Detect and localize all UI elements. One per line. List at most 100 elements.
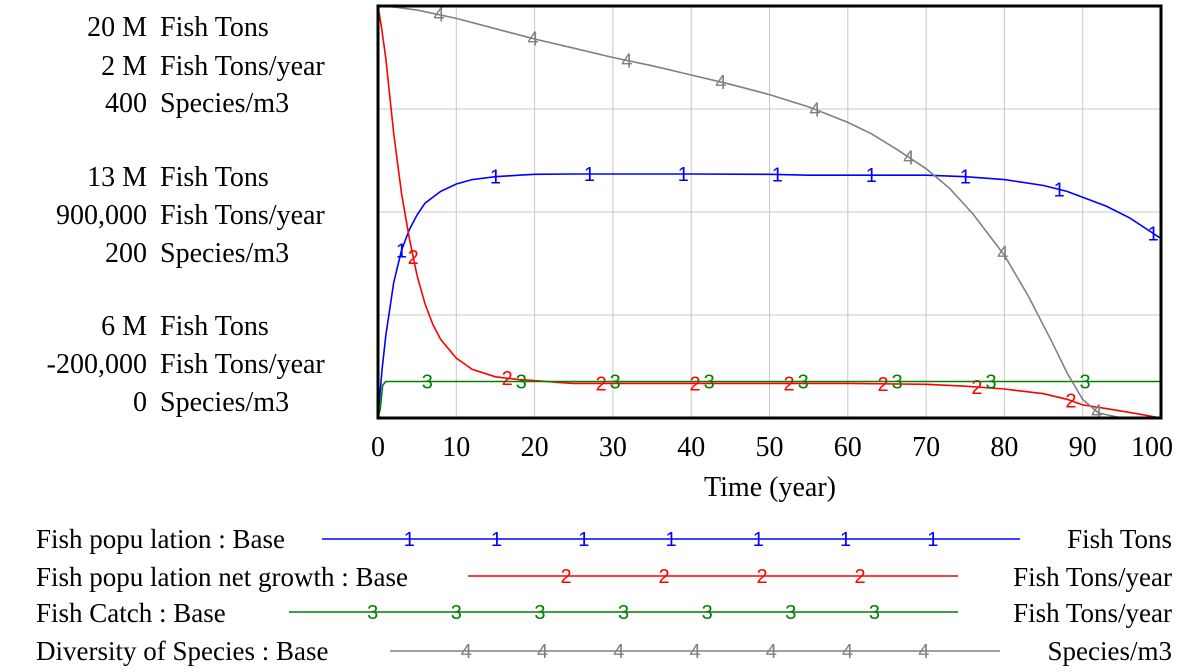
legend-marker: 1: [578, 529, 589, 551]
x-tick-label: 70: [912, 432, 940, 463]
legend-marker: 3: [534, 602, 545, 624]
legend-marker: 4: [537, 641, 548, 663]
x-axis-title: Time (year): [704, 472, 836, 503]
series-marker: 2: [502, 368, 513, 390]
series-marker: 1: [584, 164, 595, 186]
y-tick-label: 20 M: [87, 12, 147, 43]
legend: Fish popu lation : Base Fish Tons Fish p…: [36, 524, 1172, 666]
y-tick-label: 200: [105, 238, 147, 269]
y-tick-label: -200,000: [47, 349, 147, 380]
x-tick-label: 0: [371, 432, 385, 463]
legend-marker: 1: [491, 529, 502, 551]
y-unit-label: Fish Tons: [160, 12, 269, 43]
series-line: [377, 5, 1161, 419]
y-unit-label: Fish Tons: [160, 311, 269, 342]
legend-swatches: 1 1 1 1 1 1 12 2 2 23 3 3 3 3 3 34 4 4 4 4 4 4: [289, 529, 1020, 663]
y-scale-top: 20 M Fish Tons 2 M Fish Tons/year 400 Sp…: [87, 12, 325, 119]
legend-marker: 1: [665, 529, 676, 551]
series-marker: 3: [798, 371, 809, 393]
x-tick-label: 80: [990, 432, 1018, 463]
series-marker: 1: [1054, 179, 1065, 201]
series-marker: 2: [971, 377, 982, 399]
series-marker: 4: [903, 147, 914, 169]
series-marker: 1: [772, 165, 783, 187]
y-tick-label: 2 M: [101, 51, 147, 82]
x-tick-label: 90: [1069, 432, 1097, 463]
x-axis-ticks: 0 10 20 30 40 50 60 70 80 90 100: [371, 432, 1173, 463]
series-line: [377, 380, 1161, 419]
series-marker: 1: [490, 167, 501, 189]
series-marker: 4: [527, 29, 538, 51]
legend-marker: 3: [869, 602, 880, 624]
x-tick-label: 60: [834, 432, 862, 463]
series-marker: 4: [809, 99, 820, 121]
series-line: [377, 5, 1162, 419]
legend-label: Fish Catch : Base: [36, 598, 226, 628]
y-unit-label: Fish Tons: [160, 162, 269, 193]
legend-unit: Fish Tons: [1067, 524, 1172, 554]
series-marker: 4: [621, 50, 632, 72]
series-marker: 2: [1065, 391, 1076, 413]
y-unit-label: Species/m3: [160, 88, 289, 119]
y-scale-bottom: 6 M Fish Tons -200,000 Fish Tons/year 0 …: [47, 311, 326, 418]
legend-marker: 3: [451, 602, 462, 624]
y-tick-label: 13 M: [87, 162, 147, 193]
series-marker: 2: [784, 373, 795, 395]
series-marker: 3: [422, 371, 433, 393]
series-marker: 3: [610, 371, 621, 393]
legend-label: Fish popu lation : Base: [36, 524, 285, 554]
legend-marker: 3: [702, 602, 713, 624]
x-tick-label: 30: [599, 432, 627, 463]
legend-unit: Fish Tons/year: [1013, 598, 1172, 628]
legend-label: Fish popu lation net growth : Base: [36, 562, 408, 592]
x-tick-label: 50: [756, 432, 784, 463]
legend-marker: 1: [927, 529, 938, 551]
y-tick-label: 900,000: [56, 200, 147, 231]
y-unit-label: Fish Tons/year: [160, 349, 325, 380]
series-marker: 4: [715, 72, 726, 94]
series-marker: 3: [986, 371, 997, 393]
legend-marker: 2: [658, 566, 669, 588]
legend-marker: 2: [560, 566, 571, 588]
legend-label: Diversity of Species : Base: [36, 636, 328, 666]
series-marker: 1: [960, 167, 971, 189]
y-tick-label: 400: [105, 88, 147, 119]
x-tick-label: 10: [442, 432, 470, 463]
grid: [378, 6, 1161, 418]
y-unit-label: Species/m3: [160, 238, 289, 269]
series-marker: 1: [678, 164, 689, 186]
legend-marker: 3: [367, 602, 378, 624]
series-marker: 3: [892, 371, 903, 393]
legend-marker: 4: [842, 641, 853, 663]
legend-marker: 3: [618, 602, 629, 624]
series-line: [377, 173, 1162, 419]
series-marker: 4: [1091, 402, 1102, 424]
series-marker: 1: [1148, 223, 1159, 245]
legend-marker: 4: [461, 641, 472, 663]
legend-marker: 3: [785, 602, 796, 624]
series-marker: 1: [866, 165, 877, 187]
series-marker: 2: [596, 373, 607, 395]
y-tick-label: 0: [133, 387, 147, 418]
legend-marker: 4: [613, 641, 624, 663]
legend-marker: 2: [854, 566, 865, 588]
plot-frame: [376, 4, 1163, 420]
series-marker: 4: [997, 243, 1008, 265]
y-unit-label: Fish Tons/year: [160, 200, 325, 231]
series-marker: 2: [877, 374, 888, 396]
y-tick-label: 6 M: [101, 311, 147, 342]
y-unit-label: Fish Tons/year: [160, 51, 325, 82]
x-tick-label: 40: [677, 432, 705, 463]
legend-marker: 4: [766, 641, 777, 663]
series-marker: 2: [690, 373, 701, 395]
series-marker: 4: [434, 5, 445, 27]
legend-marker: 1: [840, 529, 851, 551]
y-scale-mid: 13 M Fish Tons 900,000 Fish Tons/year 20…: [56, 162, 325, 269]
series-marker: 1: [396, 240, 407, 262]
series-marker: 3: [516, 371, 527, 393]
legend-marker: 4: [918, 641, 929, 663]
series-marker: 3: [1079, 371, 1090, 393]
series-marker: 2: [408, 247, 419, 269]
